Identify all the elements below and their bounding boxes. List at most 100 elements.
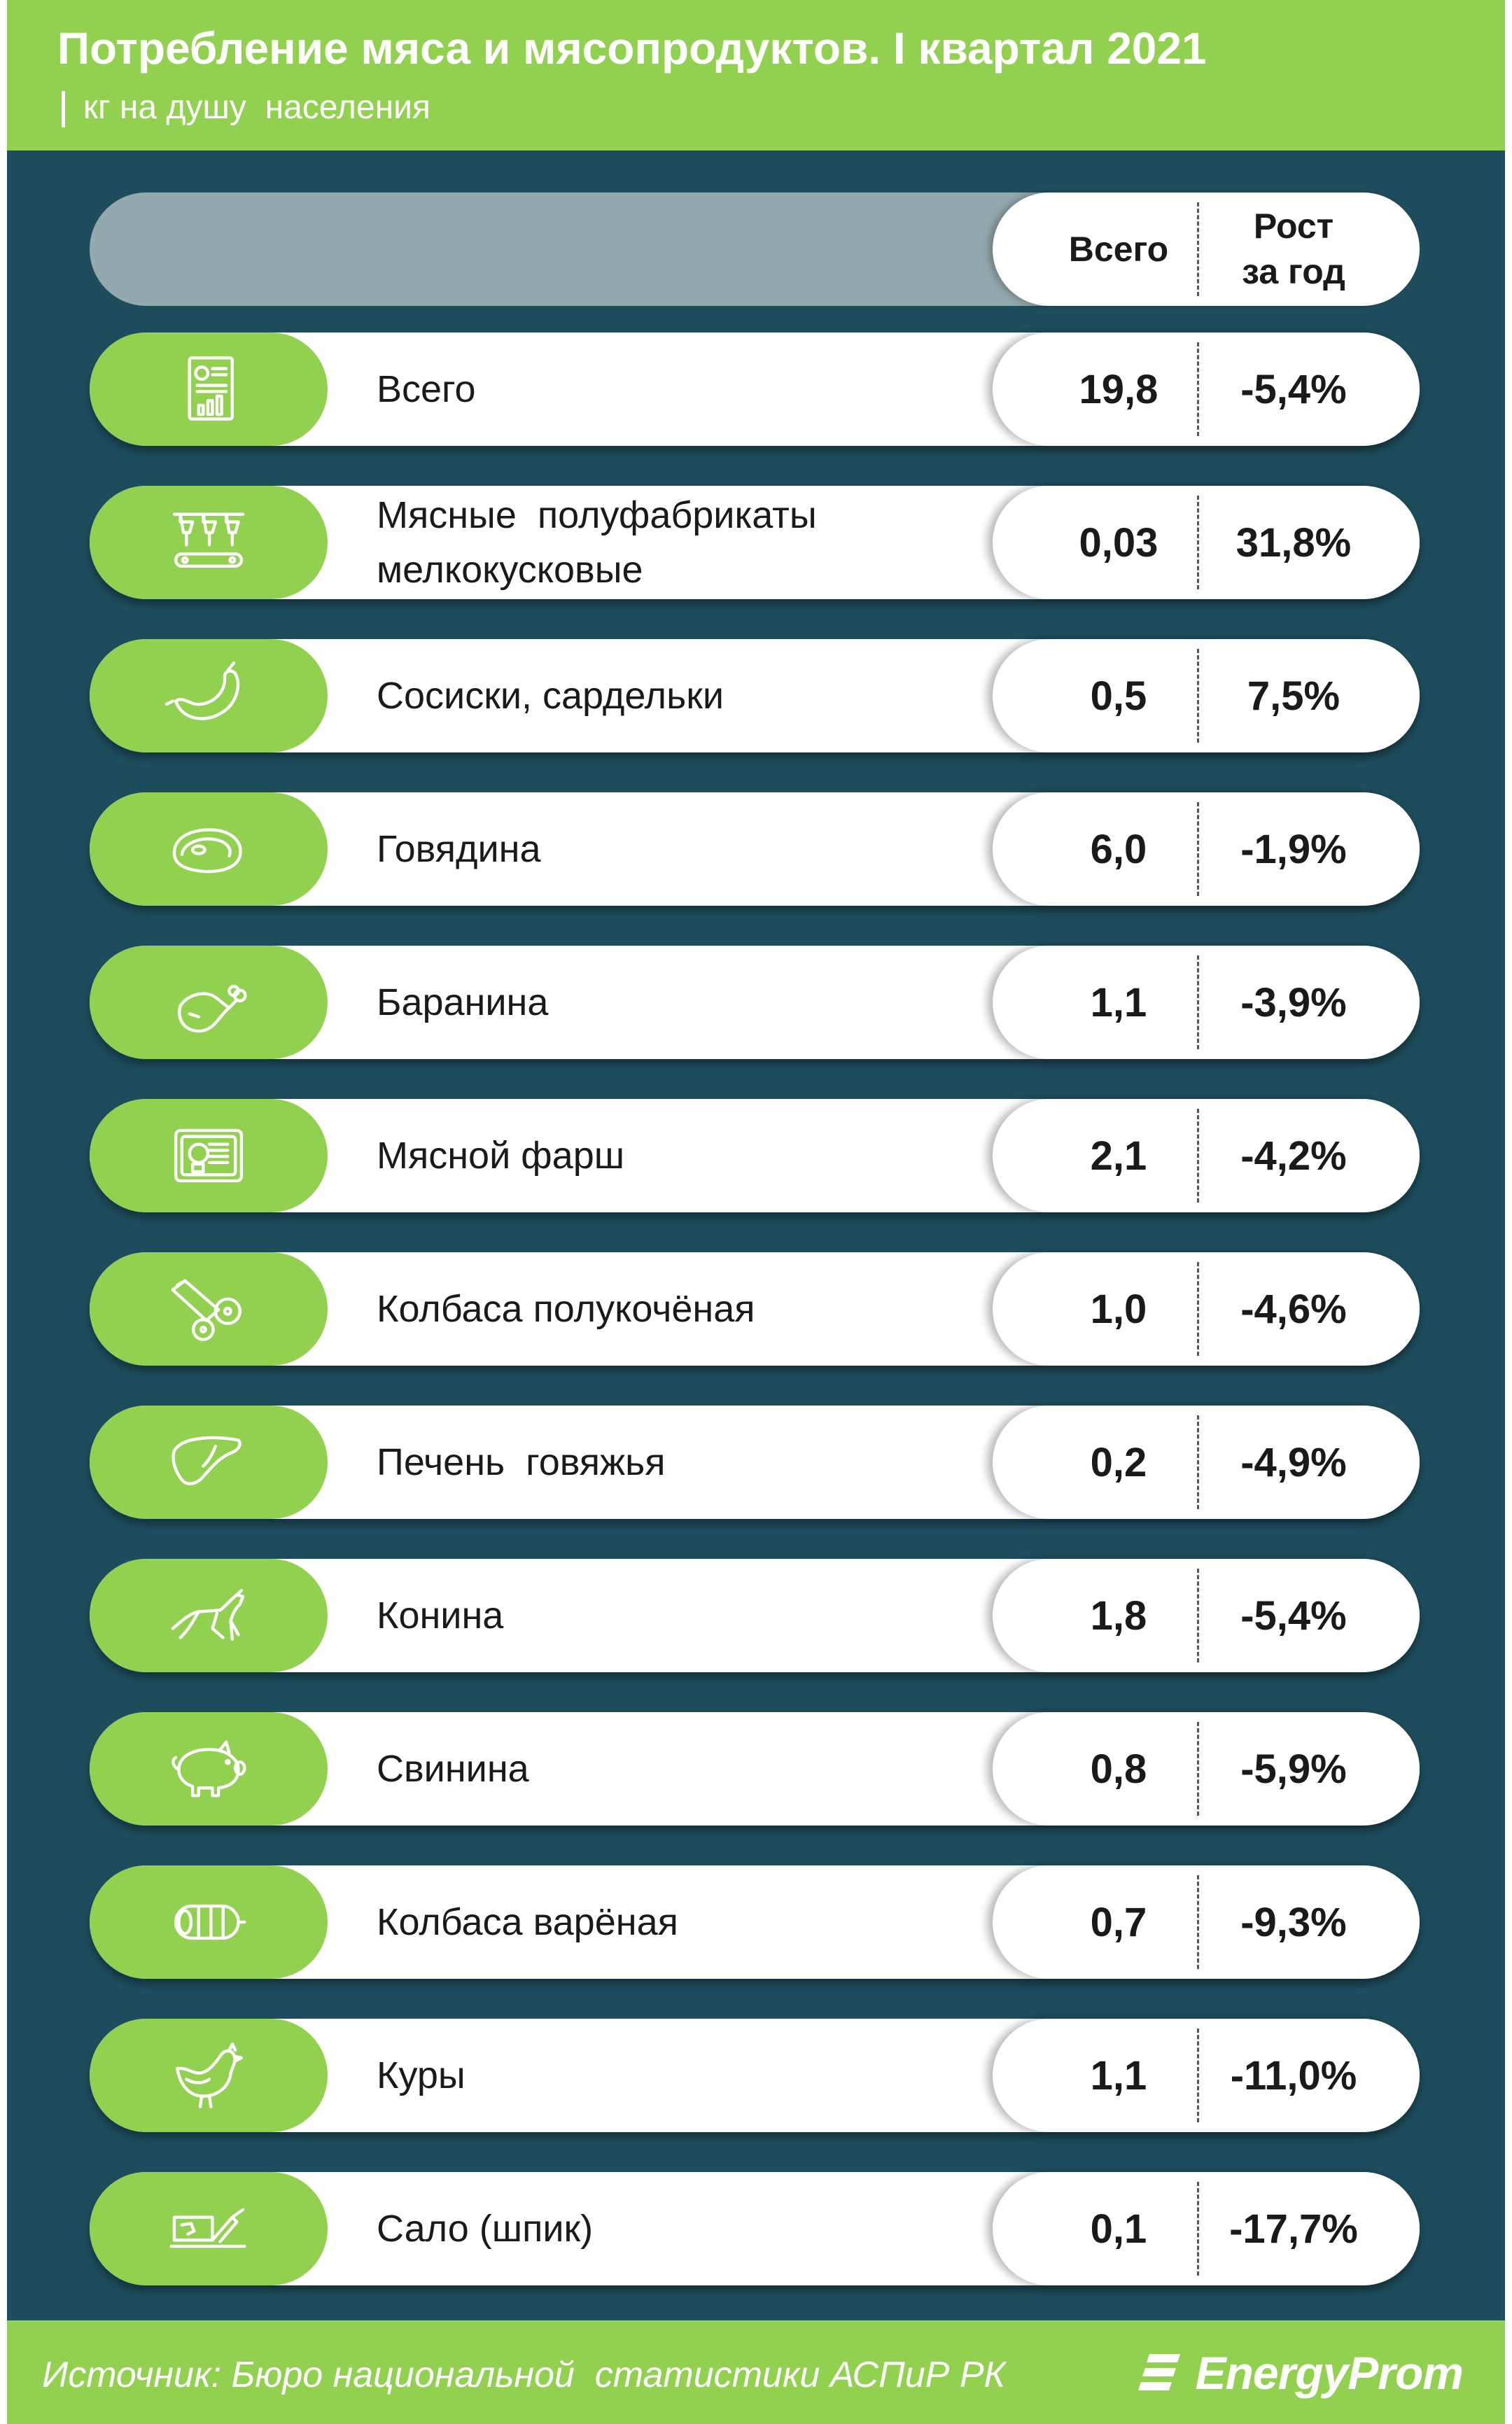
row-icon-badge [90, 1712, 328, 1826]
column-divider [1197, 1722, 1199, 1816]
row-icon-badge [90, 1406, 328, 1519]
column-divider [1197, 342, 1199, 436]
salami-icon [171, 1279, 241, 1341]
row-icon-badge [90, 1252, 328, 1366]
row-growth-value: -4,2% [1240, 1133, 1347, 1179]
chicken-icon [176, 2043, 244, 2108]
row-growth-value: -5,4% [1240, 1592, 1347, 1639]
table-row: Мясные полуфабрикаты мелкокусковые 0,03 31… [90, 486, 1420, 599]
row-total-value: 0,5 [1090, 673, 1147, 719]
row-icon-badge [90, 486, 328, 599]
row-values: 19,8 -5,4% [993, 332, 1420, 446]
row-values: 1,1 -11,0% [993, 2019, 1420, 2132]
infographic: Потребление мяса и мясопродуктов. I квар… [7, 0, 1505, 2424]
row-values: 0,8 -5,9% [993, 1712, 1420, 1826]
boiled-sausage-icon [174, 1904, 246, 1940]
pig-icon [172, 1740, 246, 1798]
row-values: 0,1 -17,7% [993, 2172, 1420, 2285]
row-icon-badge [90, 946, 328, 1059]
table-row: Говядина 6,0 -1,9% [90, 792, 1420, 906]
brand-name: EnergyProm [1195, 2347, 1464, 2399]
table-row: Сало (шпик) 0,1 -17,7% [90, 2172, 1420, 2285]
row-icon-badge [90, 639, 328, 752]
row-total-value: 1,0 [1090, 1286, 1147, 1332]
row-total-value: 0,8 [1090, 1746, 1147, 1792]
column-divider [1197, 496, 1199, 589]
row-values: 0,5 7,5% [993, 639, 1420, 752]
column-divider [1197, 1415, 1199, 1509]
table-row: Баранина 1,1 -3,9% [90, 946, 1420, 1059]
table-row: Колбаса полукочёная 1,0 -4,6% [90, 1252, 1420, 1366]
row-icon-badge [90, 1099, 328, 1212]
row-label: Сало (шпик) [377, 2207, 594, 2250]
steak-icon [172, 828, 242, 874]
row-growth-value: -5,4% [1240, 366, 1347, 412]
page-title: Потребление мяса и мясопродуктов. I квар… [57, 23, 1207, 73]
row-values: 6,0 -1,9% [993, 792, 1420, 906]
lamb-leg-icon [178, 984, 247, 1033]
row-total-value: 2,1 [1090, 1133, 1147, 1179]
row-label: Колбаса варёная [377, 1900, 678, 1943]
row-values: 0,03 31,8% [993, 486, 1420, 599]
column-divider [1197, 202, 1199, 296]
source-note: Источник: Бюро национальной статистики А… [42, 2355, 1006, 2395]
row-values: 1,8 -5,4% [993, 1559, 1420, 1672]
column-divider [1197, 1875, 1199, 1969]
column-header-total: Всего [1068, 230, 1169, 269]
table-row: Свинина 0,8 -5,9% [90, 1712, 1420, 1826]
row-icon-badge [90, 1865, 328, 1979]
row-total-value: 19,8 [1079, 366, 1158, 412]
row-label: Печень говяжья [377, 1441, 666, 1483]
row-total-value: 1,1 [1090, 979, 1147, 1025]
footer: Источник: Бюро национальной статистики А… [7, 2320, 1505, 2424]
row-label: Сосиски, сардельки [377, 674, 724, 717]
row-growth-value: -11,0% [1230, 2052, 1357, 2099]
row-growth-value: -4,9% [1240, 1439, 1347, 1485]
row-label: Колбаса полукочёная [377, 1287, 755, 1330]
row-total-value: 0,2 [1090, 1439, 1147, 1485]
mince-tray-icon [174, 1128, 244, 1183]
column-divider [1197, 1109, 1199, 1203]
column-divider [1197, 955, 1199, 1049]
report-icon [188, 356, 234, 421]
row-icon-badge [90, 792, 328, 906]
row-label: Говядина [377, 827, 541, 870]
table-row: Сосиски, сардельки 0,5 7,5% [90, 639, 1420, 752]
lard-icon [169, 2208, 246, 2248]
unit-subtitle: кг на душу населения [62, 88, 430, 128]
row-icon-badge [90, 1559, 328, 1672]
row-icon-badge [90, 2019, 328, 2132]
row-total-value: 0,7 [1090, 1899, 1147, 1945]
row-total-value: 6,0 [1090, 826, 1147, 872]
row-total-value: 0,03 [1079, 519, 1158, 566]
column-divider [1197, 802, 1199, 896]
table-row: Колбаса варёная 0,7 -9,3% [90, 1865, 1420, 1979]
liver-icon [172, 1436, 241, 1485]
row-growth-value: -3,9% [1240, 979, 1347, 1025]
column-divider [1197, 1262, 1199, 1356]
row-growth-value: -4,6% [1240, 1286, 1347, 1332]
row-icon-badge [90, 332, 328, 446]
row-growth-value: -5,9% [1240, 1746, 1347, 1792]
row-label: Мясные полуфабрикаты мелкокусковые [377, 493, 817, 591]
row-growth-value: -17,7% [1229, 2206, 1358, 2252]
table-header-values: Всего Рост за год [993, 192, 1420, 306]
row-growth-value: 7,5% [1247, 673, 1340, 719]
row-total-value: 0,1 [1090, 2206, 1147, 2252]
row-label: Конина [377, 1594, 504, 1637]
table-row: Мясной фарш 2,1 -4,2% [90, 1099, 1420, 1212]
subtitle-bar [62, 91, 65, 128]
brand-logo: EnergyProm [1137, 2341, 1464, 2404]
row-growth-value: -1,9% [1240, 826, 1347, 872]
row-label: Свинина [377, 1747, 529, 1790]
row-values: 1,0 -4,6% [993, 1252, 1420, 1366]
column-divider [1197, 2029, 1199, 2122]
row-total-value: 1,8 [1090, 1592, 1147, 1639]
row-growth-value: -9,3% [1240, 1899, 1347, 1945]
row-growth-value: 31,8% [1236, 519, 1352, 566]
row-total-value: 1,1 [1090, 2052, 1147, 2099]
table-row: Конина 1,8 -5,4% [90, 1559, 1420, 1672]
column-header-growth: Рост за год [1242, 206, 1345, 291]
production-line-icon [172, 512, 245, 568]
row-label: Куры [377, 2054, 465, 2096]
